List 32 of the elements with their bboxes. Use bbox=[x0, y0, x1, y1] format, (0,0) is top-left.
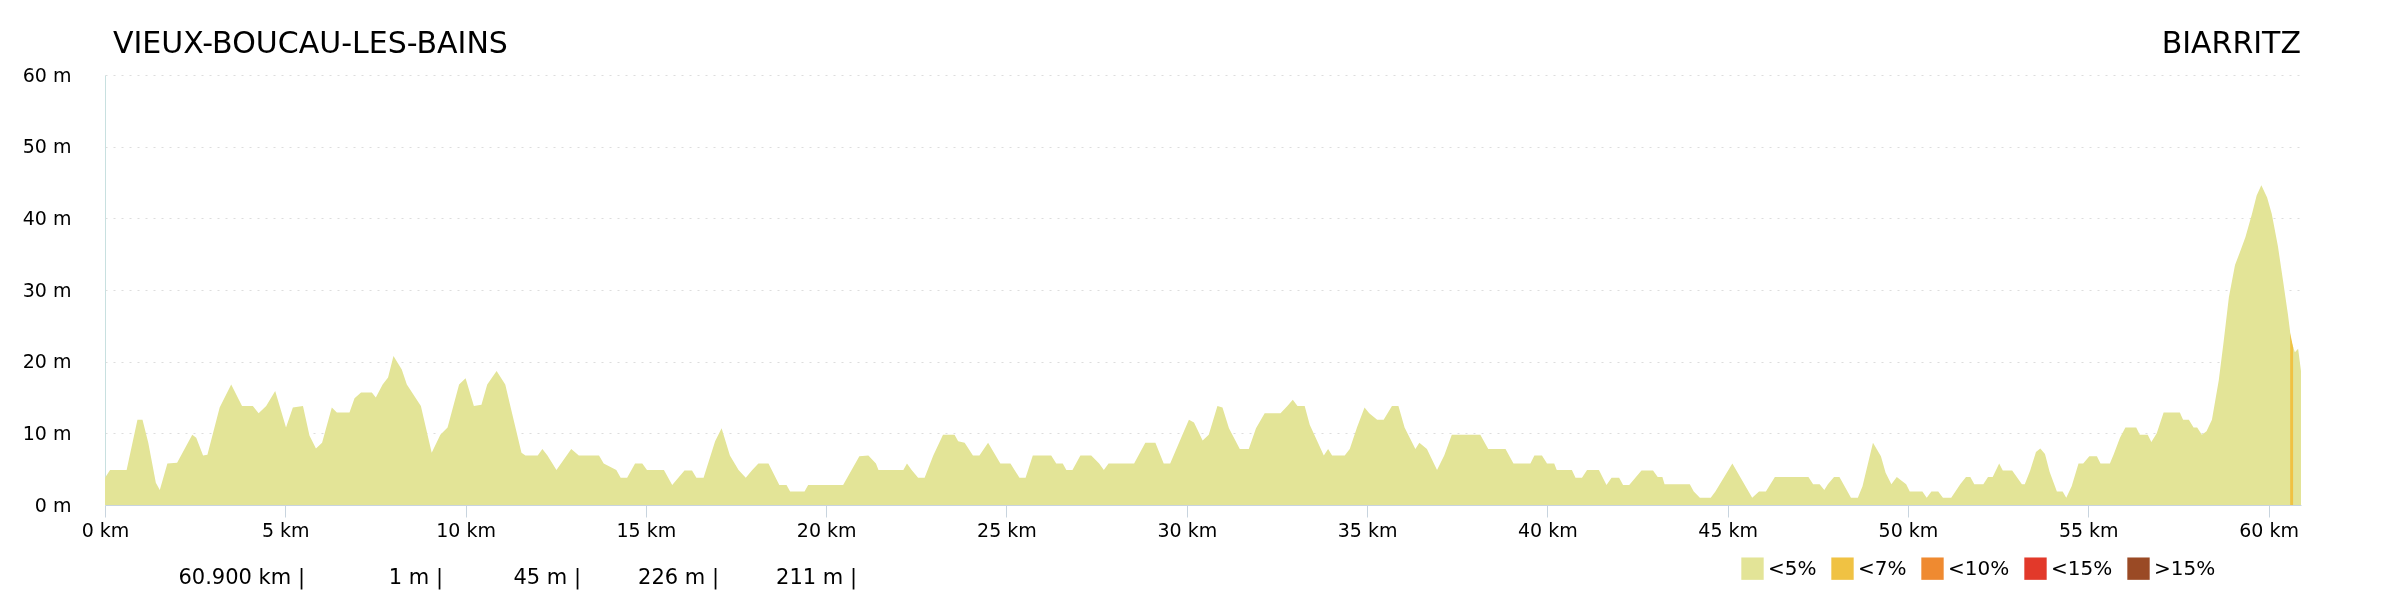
x-tick-label: 50 km bbox=[1878, 518, 1939, 541]
legend-label: <10% bbox=[1948, 555, 2010, 580]
x-tick-label: 15 km bbox=[616, 518, 677, 541]
x-tick-label: 45 km bbox=[1698, 518, 1759, 541]
text: 226 m | bbox=[638, 565, 719, 590]
x-tick-label: 55 km bbox=[2058, 518, 2119, 541]
x-tick-label: 60 km bbox=[2239, 518, 2299, 541]
x-tick-label: 30 km bbox=[1157, 518, 1218, 541]
x-tick-label: 20 km bbox=[796, 518, 857, 541]
x-tick-label: 0 km bbox=[81, 518, 130, 541]
x-tick-label: 25 km bbox=[977, 518, 1037, 541]
y-tick-label: 10 m bbox=[22, 421, 72, 444]
x-tick-label: 40 km bbox=[1518, 518, 1578, 541]
x-tick-label: 5 km bbox=[261, 518, 310, 541]
legend-label: >15% bbox=[2154, 555, 2216, 580]
y-tick-label: 50 m bbox=[22, 135, 72, 158]
y-tick-label: 20 m bbox=[22, 350, 72, 373]
y-tick-label: 40 m bbox=[22, 206, 72, 229]
chart-subtitle: BIARRITZ bbox=[2161, 25, 2301, 60]
text: 60.900 km | bbox=[178, 565, 305, 590]
y-tick-label: 0 m bbox=[34, 493, 72, 516]
x-tick-label: 10 km bbox=[436, 518, 496, 541]
legend-label: <7% bbox=[1858, 555, 1907, 580]
y-tick-label: 30 m bbox=[22, 278, 72, 301]
y-tick-label: 60 m bbox=[22, 63, 72, 86]
text: 211 m | bbox=[776, 565, 857, 590]
text: 1 m | bbox=[388, 565, 443, 590]
text: 45 m | bbox=[513, 565, 581, 590]
chart-title: VIEUX-BOUCAU-LES-BAINS bbox=[113, 25, 508, 60]
legend-label: <15% bbox=[2051, 555, 2113, 580]
legend-label: <5% bbox=[1768, 555, 1817, 580]
x-tick-label: 35 km bbox=[1337, 518, 1398, 541]
